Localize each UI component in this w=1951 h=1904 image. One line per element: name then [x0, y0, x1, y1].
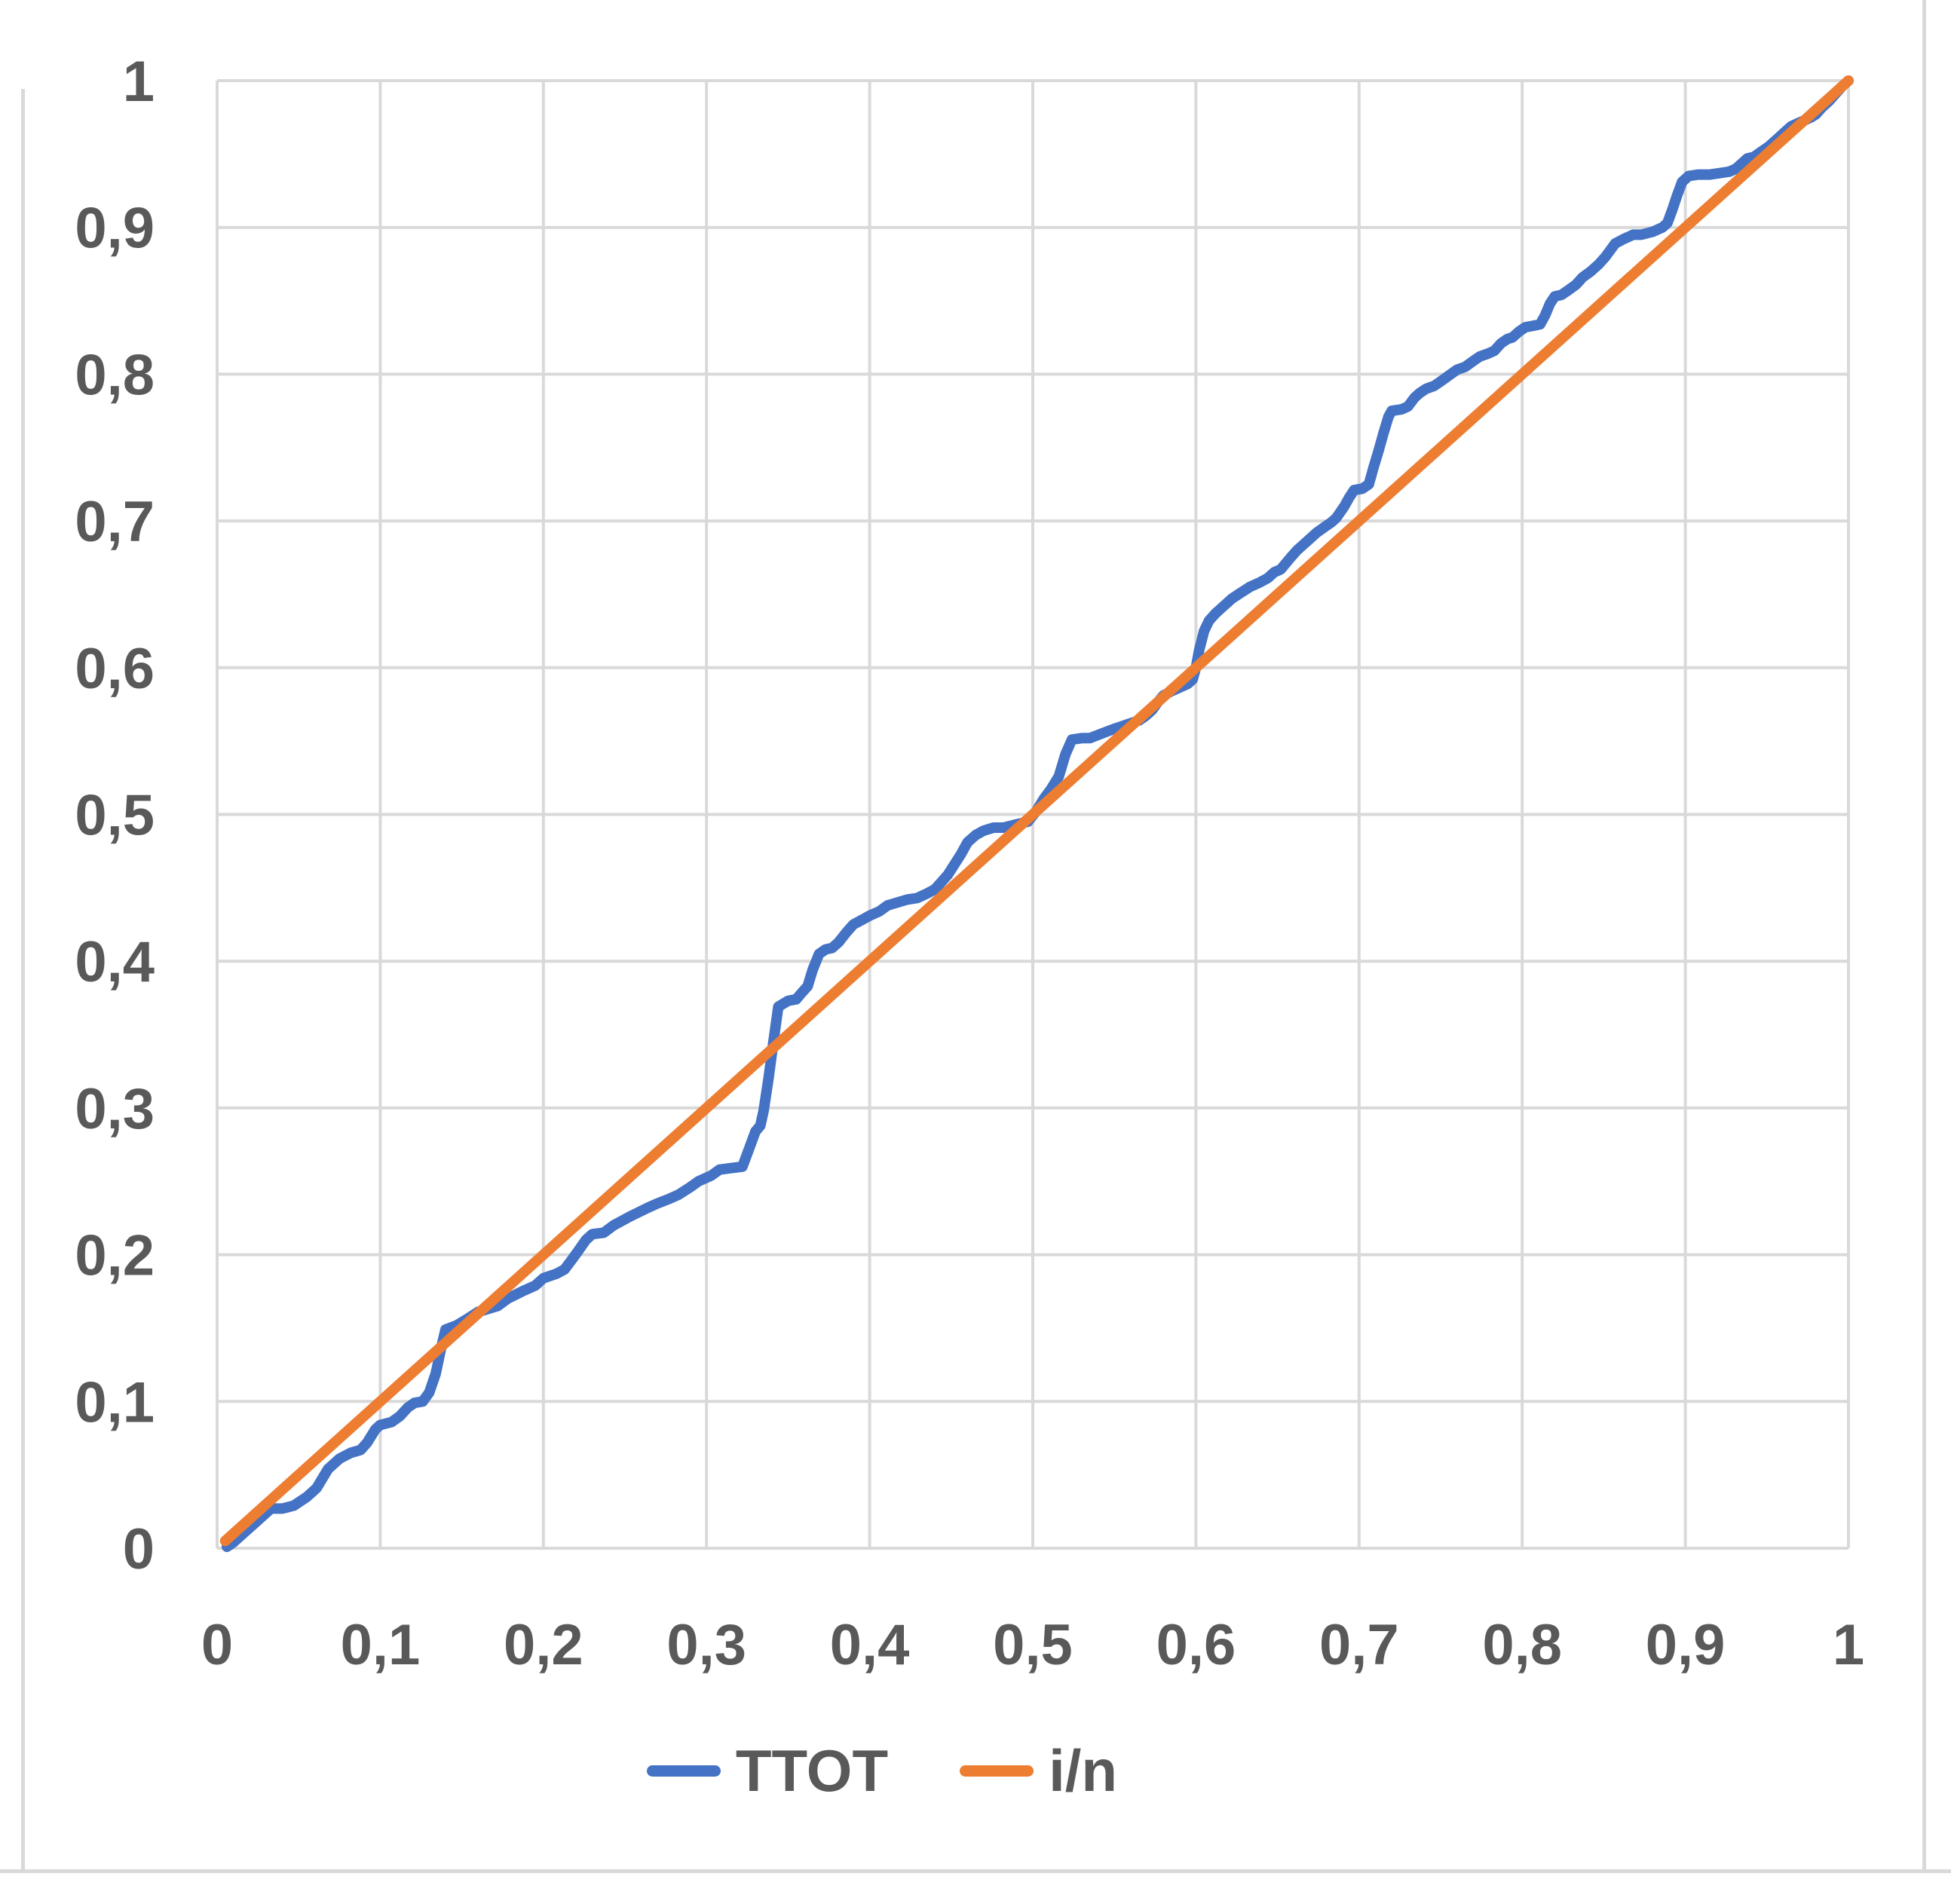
chart-border-bottom: [0, 1869, 1951, 1873]
x-axis-tick-label: 0,1: [341, 1613, 421, 1677]
y-axis-tick-label: 0: [123, 1517, 155, 1581]
legend-line-in-icon: [960, 1765, 1034, 1777]
x-axis-tick-label: 0,4: [830, 1613, 910, 1677]
x-axis-tick-label: 0,3: [666, 1613, 746, 1677]
y-axis-tick-label: 0,4: [75, 930, 155, 994]
legend-item-ttot[interactable]: TTOT: [646, 1737, 889, 1804]
x-axis-tick-label: 0,7: [1319, 1613, 1399, 1677]
y-axis-tick-label: 1: [123, 50, 155, 114]
x-axis-tick-label: 0,6: [1156, 1613, 1236, 1677]
y-axis-tick-label: 0,8: [75, 343, 155, 407]
chart-border-left: [21, 89, 25, 1872]
legend-label-in: i/n: [1049, 1737, 1118, 1804]
x-axis-tick-label: 0,9: [1646, 1613, 1726, 1677]
x-axis-tick-label: 1: [1833, 1613, 1864, 1677]
series-line-i-n[interactable]: [219, 75, 1854, 1547]
legend-line-ttot-icon: [646, 1765, 721, 1777]
x-axis-tick-label: 0,5: [993, 1613, 1073, 1677]
y-axis-tick-label: 0,1: [75, 1370, 155, 1434]
y-axis-tick-label: 0,6: [75, 637, 155, 701]
legend: TTOT i/n: [0, 1741, 1764, 1800]
y-axis-tick-label: 0,9: [75, 197, 155, 261]
y-axis-tick-label: 0,2: [75, 1224, 155, 1288]
legend-item-in[interactable]: i/n: [960, 1741, 1117, 1800]
x-axis-tick-label: 0,2: [504, 1613, 583, 1677]
y-axis-tick-label: 0,5: [75, 784, 155, 848]
legend-label-ttot: TTOT: [735, 1737, 889, 1804]
x-axis-tick-label: 0: [201, 1613, 233, 1677]
y-axis-tick-label: 0,3: [75, 1077, 155, 1141]
y-axis-tick-label: 0,7: [75, 490, 155, 554]
chart-border-right: [1922, 0, 1926, 1872]
x-axis-tick-label: 0,8: [1482, 1613, 1562, 1677]
